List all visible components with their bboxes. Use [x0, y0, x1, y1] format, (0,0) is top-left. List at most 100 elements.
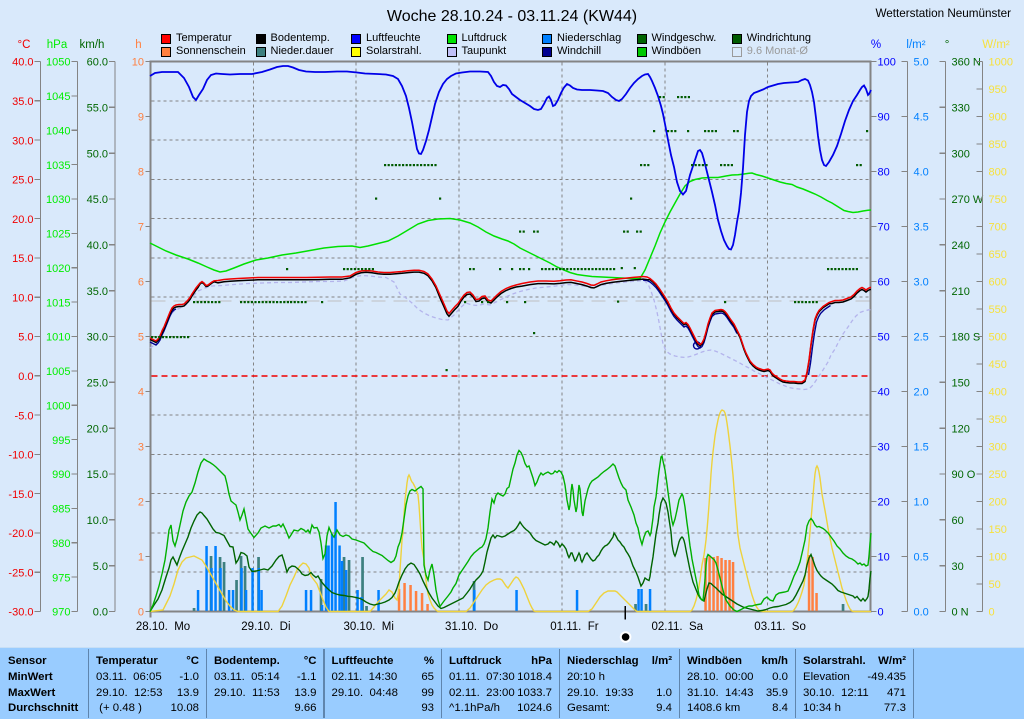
svg-text:240: 240	[952, 240, 970, 252]
svg-text:270 W: 270 W	[952, 194, 984, 206]
svg-text:0.0: 0.0	[18, 371, 33, 383]
svg-text:0: 0	[989, 607, 995, 619]
svg-text:2: 2	[138, 497, 144, 509]
svg-text:4.5: 4.5	[914, 112, 929, 124]
svg-text:550: 550	[989, 304, 1007, 316]
svg-text:850: 850	[989, 139, 1007, 151]
svg-text:0.0: 0.0	[93, 607, 108, 619]
svg-text:-30.0: -30.0	[8, 607, 33, 619]
svg-text:-10.0: -10.0	[8, 450, 33, 462]
svg-text:W/m²: W/m²	[982, 39, 1010, 51]
svg-text:0.0: 0.0	[914, 607, 929, 619]
svg-text:20: 20	[878, 497, 890, 509]
svg-text:995: 995	[52, 435, 70, 447]
svg-text:9: 9	[138, 112, 144, 124]
svg-text:25.0: 25.0	[87, 378, 108, 390]
svg-text:30: 30	[878, 442, 890, 454]
svg-text:400: 400	[989, 387, 1007, 399]
svg-text:100: 100	[878, 57, 896, 69]
svg-text:330: 330	[952, 103, 970, 115]
svg-text:-20.0: -20.0	[8, 528, 33, 540]
svg-text:1045: 1045	[46, 91, 70, 103]
svg-text:60: 60	[878, 277, 890, 289]
svg-text:750: 750	[989, 194, 1007, 206]
svg-text:180 S: 180 S	[952, 332, 981, 344]
svg-text:02.11. Sa: 02.11. Sa	[652, 621, 704, 633]
svg-text:5.0: 5.0	[18, 332, 33, 344]
svg-text:40: 40	[878, 387, 890, 399]
svg-text:l/m²: l/m²	[906, 39, 925, 51]
svg-text:3.0: 3.0	[914, 277, 929, 289]
svg-text:980: 980	[52, 538, 70, 550]
svg-text:0 N: 0 N	[952, 607, 969, 619]
svg-text:30.0: 30.0	[87, 332, 108, 344]
svg-text:10: 10	[132, 57, 144, 69]
svg-text:4.0: 4.0	[914, 167, 929, 179]
svg-text:120: 120	[952, 423, 970, 435]
svg-text:15.0: 15.0	[12, 253, 33, 265]
svg-text:2.5: 2.5	[914, 332, 929, 344]
svg-text:700: 700	[989, 222, 1007, 234]
svg-text:2.0: 2.0	[914, 387, 929, 399]
svg-text:150: 150	[952, 378, 970, 390]
svg-text:1: 1	[138, 552, 144, 564]
svg-text:6: 6	[138, 277, 144, 289]
svg-text:0.5: 0.5	[914, 552, 929, 564]
svg-text:950: 950	[989, 84, 1007, 96]
svg-text:250: 250	[989, 469, 1007, 481]
svg-text:%: %	[871, 39, 881, 51]
svg-text:1015: 1015	[46, 297, 70, 309]
svg-text:1010: 1010	[46, 332, 70, 344]
svg-text:0: 0	[878, 607, 884, 619]
svg-text:-25.0: -25.0	[8, 567, 33, 579]
svg-text:5.0: 5.0	[914, 57, 929, 69]
svg-text:°C: °C	[18, 39, 31, 51]
svg-text:29.10. Di: 29.10. Di	[241, 621, 290, 633]
svg-text:30.0: 30.0	[12, 135, 33, 147]
svg-text:80: 80	[878, 167, 890, 179]
svg-text:300: 300	[989, 442, 1007, 454]
svg-text:10.0: 10.0	[87, 515, 108, 527]
svg-text:40.0: 40.0	[87, 240, 108, 252]
svg-text:50: 50	[878, 332, 890, 344]
svg-text:45.0: 45.0	[87, 194, 108, 206]
svg-text:10: 10	[878, 552, 890, 564]
svg-text:20.0: 20.0	[87, 423, 108, 435]
svg-text:100: 100	[989, 552, 1007, 564]
svg-text:10.0: 10.0	[12, 292, 33, 304]
svg-text:800: 800	[989, 167, 1007, 179]
svg-text:-15.0: -15.0	[8, 489, 33, 501]
svg-text:70: 70	[878, 222, 890, 234]
svg-text:1025: 1025	[46, 229, 70, 241]
svg-text:650: 650	[989, 249, 1007, 261]
svg-text:20.0: 20.0	[12, 214, 33, 226]
svg-text:975: 975	[52, 572, 70, 584]
svg-text:210: 210	[952, 286, 970, 298]
svg-text:5: 5	[138, 332, 144, 344]
svg-text:35.0: 35.0	[12, 96, 33, 108]
svg-text:990: 990	[52, 469, 70, 481]
svg-text:300: 300	[952, 148, 970, 160]
svg-text:60: 60	[952, 515, 964, 527]
svg-text:35.0: 35.0	[87, 286, 108, 298]
svg-text:1020: 1020	[46, 263, 70, 275]
svg-text:500: 500	[989, 332, 1007, 344]
svg-text:°: °	[945, 39, 950, 51]
svg-text:1035: 1035	[46, 160, 70, 172]
svg-text:360 N: 360 N	[952, 57, 981, 69]
svg-text:970: 970	[52, 607, 70, 619]
svg-text:900: 900	[989, 112, 1007, 124]
svg-text:31.10. Do: 31.10. Do	[445, 621, 498, 633]
svg-text:15.0: 15.0	[87, 469, 108, 481]
svg-text:450: 450	[989, 359, 1007, 371]
svg-text:1.5: 1.5	[914, 442, 929, 454]
svg-text:1040: 1040	[46, 125, 70, 137]
svg-text:-5.0: -5.0	[15, 410, 34, 422]
svg-text:55.0: 55.0	[87, 103, 108, 115]
svg-text:25.0: 25.0	[12, 175, 33, 187]
svg-text:1.0: 1.0	[914, 497, 929, 509]
svg-text:90 O: 90 O	[952, 469, 976, 481]
svg-text:60.0: 60.0	[87, 57, 108, 69]
svg-text:1050: 1050	[46, 57, 70, 69]
svg-text:350: 350	[989, 414, 1007, 426]
